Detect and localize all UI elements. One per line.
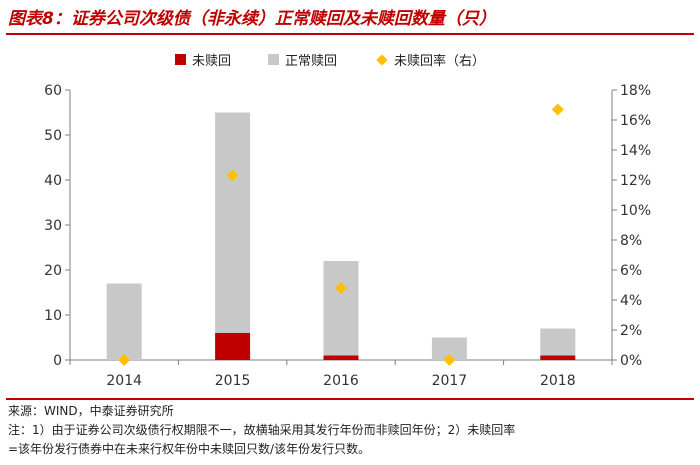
chart-title: 图表8：证券公司次级债（非永续）正常赎回及未赎回数量（只） <box>8 9 496 29</box>
notes: 来源：WIND，中泰证券研究所 注：1）由于证券公司次级债行权期限不一，故横轴采… <box>8 402 698 459</box>
y-tick-label: 60 <box>44 83 62 99</box>
bar-normal-2017 <box>431 337 467 360</box>
bottom-rule <box>6 398 694 400</box>
y2-tick-label: 14% <box>620 143 651 159</box>
legend-swatch-normal <box>268 54 279 65</box>
x-tick-label: 2014 <box>106 373 142 389</box>
x-tick-label: 2018 <box>540 373 576 389</box>
y2-tick-label: 12% <box>620 173 651 189</box>
top-rule <box>6 33 694 35</box>
note-line-2: =该年份发行债券中在未来行权年份中未赎回只数/该年份发行只数。 <box>8 442 371 456</box>
y-tick-label: 10 <box>44 308 62 324</box>
y-tick-label: 0 <box>53 353 62 369</box>
rate-marker-2015 <box>226 169 239 182</box>
y-tick-label: 30 <box>44 218 62 234</box>
y2-tick-label: 0% <box>620 353 642 369</box>
legend-item-unredeemed: 未赎回 <box>175 50 231 69</box>
rate-marker-2014 <box>118 354 131 366</box>
note-line-1: 注：1）由于证券公司次级债行权期限不一，故横轴采用其发行年份而非赎回年份；2）未… <box>8 423 516 437</box>
bar-normal-2016 <box>323 261 359 356</box>
y-tick-label: 40 <box>44 173 62 189</box>
bar-normal-2018 <box>540 328 576 356</box>
bar-unredeemed-2016 <box>323 355 359 360</box>
legend-item-normal: 正常赎回 <box>268 50 337 69</box>
y-tick-label: 50 <box>44 128 62 144</box>
legend-item-rate: 未赎回率（右） <box>376 50 485 69</box>
rate-marker-2016 <box>335 282 347 294</box>
legend-label-normal: 正常赎回 <box>285 54 338 69</box>
legend: 未赎回 正常赎回 未赎回率（右） <box>0 50 700 70</box>
y2-tick-label: 8% <box>620 233 642 249</box>
bar-normal-2015 <box>215 112 251 333</box>
y2-tick-label: 2% <box>620 323 642 339</box>
x-tick-label: 2016 <box>323 373 359 389</box>
y2-tick-label: 10% <box>620 203 651 219</box>
x-tick-label: 2015 <box>215 373 251 389</box>
source-text: 来源：WIND，中泰证券研究所 <box>8 404 174 418</box>
legend-label-unredeemed: 未赎回 <box>192 54 232 69</box>
y-tick-label: 20 <box>44 263 62 279</box>
bar-unredeemed-2015 <box>215 333 251 360</box>
x-tick-label: 2017 <box>432 373 468 389</box>
y2-tick-label: 18% <box>620 83 651 99</box>
rate-marker-2017 <box>443 354 456 366</box>
rate-marker-2018 <box>551 103 564 116</box>
y2-tick-label: 4% <box>620 293 642 309</box>
legend-swatch-unredeemed <box>175 54 186 65</box>
bar-unredeemed-2018 <box>540 355 576 360</box>
bar-normal-2014 <box>106 283 142 360</box>
y2-tick-label: 16% <box>620 113 651 129</box>
legend-label-rate: 未赎回率（右） <box>394 54 486 69</box>
y2-tick-label: 6% <box>620 263 642 279</box>
title-bar: 图表8：证券公司次级债（非永续）正常赎回及未赎回数量（只） <box>0 0 700 30</box>
